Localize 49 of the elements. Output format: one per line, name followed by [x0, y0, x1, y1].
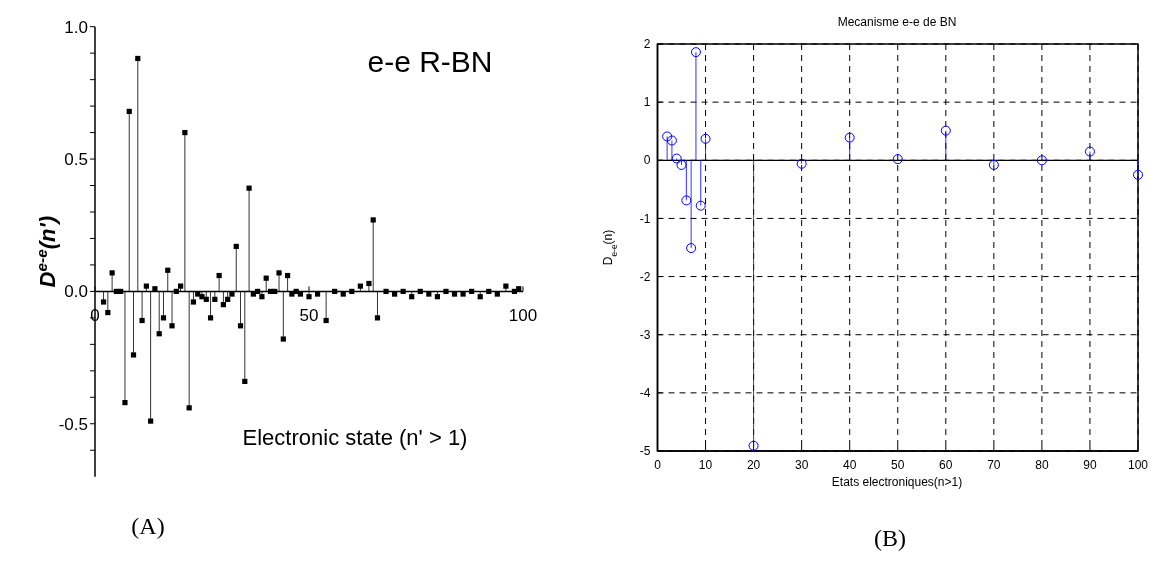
point — [988, 159, 999, 170]
x-tick-label: 90 — [1083, 458, 1097, 472]
x-tick-label: 100 — [508, 306, 538, 326]
x-tick-label: 0 — [654, 458, 662, 472]
x-tick-label: 50 — [299, 306, 319, 326]
x-tick-label: 10 — [698, 458, 713, 472]
x-tick-label: 50 — [891, 458, 905, 472]
text: e-e R-BN — [367, 45, 493, 78]
y-tick-label: 2 — [643, 37, 651, 52]
y-tick-label: 0 — [643, 153, 651, 168]
x-tick-label: 60 — [939, 458, 953, 472]
y-tick-label: 0.0 — [64, 282, 88, 302]
y-tick-label: -2 — [639, 269, 651, 284]
point — [796, 158, 807, 169]
point — [662, 131, 673, 142]
point — [686, 243, 697, 254]
x-axis-title: Electronic state (n' > 1) — [242, 425, 468, 450]
point — [892, 154, 903, 165]
y-tick-label: 0.5 — [64, 150, 88, 169]
x-tick-label: 80 — [1035, 458, 1049, 472]
text: (A) — [131, 513, 165, 539]
y-tick-label: -1 — [639, 211, 651, 226]
y-tick-label: 1.0 — [64, 17, 88, 37]
point — [940, 125, 951, 136]
point — [695, 200, 706, 211]
y-tick-label: -0.5 — [58, 414, 88, 434]
point — [681, 195, 692, 206]
point — [1036, 155, 1047, 166]
text: (B) — [874, 525, 906, 551]
y-tick-label: -5 — [639, 444, 651, 459]
x-axis-title: Etats electroniques(n>1) — [831, 475, 963, 489]
y-tick-label: -4 — [639, 386, 651, 401]
point — [1133, 169, 1143, 180]
y-tick-label: -3 — [639, 327, 651, 342]
point — [700, 133, 711, 144]
point — [844, 132, 855, 143]
point — [666, 135, 677, 146]
x-tick-label: 20 — [746, 458, 761, 472]
point — [1084, 146, 1095, 157]
point — [748, 440, 759, 451]
point — [676, 159, 687, 170]
y-tick-label: 1 — [643, 95, 651, 110]
x-tick-label: 70 — [987, 458, 1001, 472]
x-tick-label: 100 — [1127, 458, 1149, 472]
point — [690, 47, 701, 58]
chart-title: Mecanisme e-e de BN — [837, 15, 957, 29]
point — [671, 153, 682, 164]
x-tick-label: 40 — [843, 458, 857, 472]
x-tick-label: 30 — [794, 458, 809, 472]
